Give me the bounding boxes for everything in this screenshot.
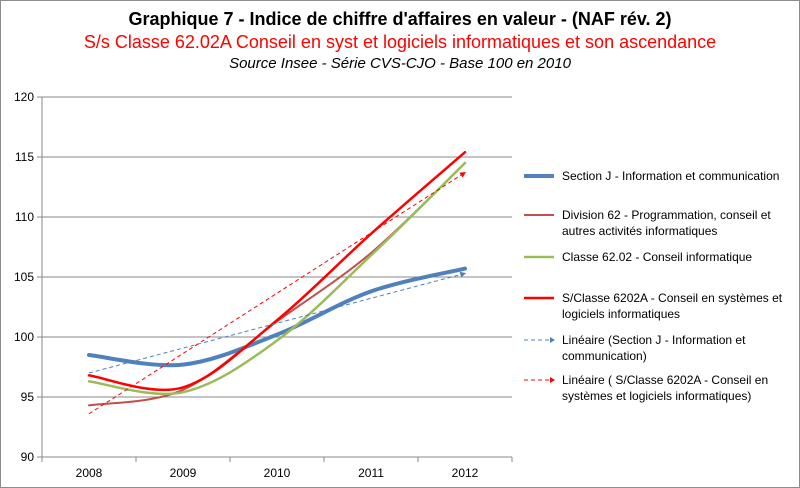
legend-label: Linéaire ( S/Classe 6202A - Conseil en s… [562,373,769,403]
trend-line-5 [88,171,467,415]
legend-label: Linéaire (Section J - Information et com… [562,333,746,363]
series-line-3 [87,150,467,392]
series-line-0 [87,266,467,368]
y-tick-label: 120 [14,90,34,104]
legend-label: Section J - Information et communication [562,169,780,183]
x-tick-labels: 2008 2009 2010 2011 2012 [76,466,479,480]
legend-swatch [524,214,554,216]
x-tick-label: 2011 [358,466,384,480]
y-tick-label: 115 [15,150,34,164]
legend-swatch [524,377,555,383]
x-tick-label: 2012 [452,466,479,480]
legend-label: S/Classe 6202A - Conseil en systèmes et … [562,291,783,321]
y-tick-label: 100 [14,330,34,344]
legend-swatch [524,337,555,343]
legend-swatch [524,255,554,259]
x-tick-label: 2008 [76,466,103,480]
x-tick-label: 2010 [264,466,291,480]
trend-line-4 [88,271,467,374]
y-tick-label: 110 [15,210,34,224]
chart-title: Graphique 7 - Indice de chiffre d'affair… [128,9,672,29]
y-tick-label: 90 [21,450,35,464]
chart-source: Source Insee - Série CVS-CJO - Base 100 … [229,55,571,72]
title-block: Graphique 7 - Indice de chiffre d'affair… [0,8,800,74]
legend-swatch [524,174,554,178]
legend-label: Division 62 - Programmation, conseil et … [562,208,771,238]
x-tick-label: 2009 [170,466,197,480]
series-lines [87,150,467,415]
series-line-2 [87,161,467,396]
axes [37,96,513,462]
chart-subtitle: S/s Classe 62.02A Conseil en syst et log… [83,32,717,52]
legend-swatch [524,296,554,300]
y-tick-label: 105 [14,270,34,284]
y-tick-label: 95 [21,390,35,404]
legend-label: Classe 62.02 - Conseil informatique [562,250,753,264]
y-tick-labels: 90 95 100 105 110 115 120 [14,90,34,464]
